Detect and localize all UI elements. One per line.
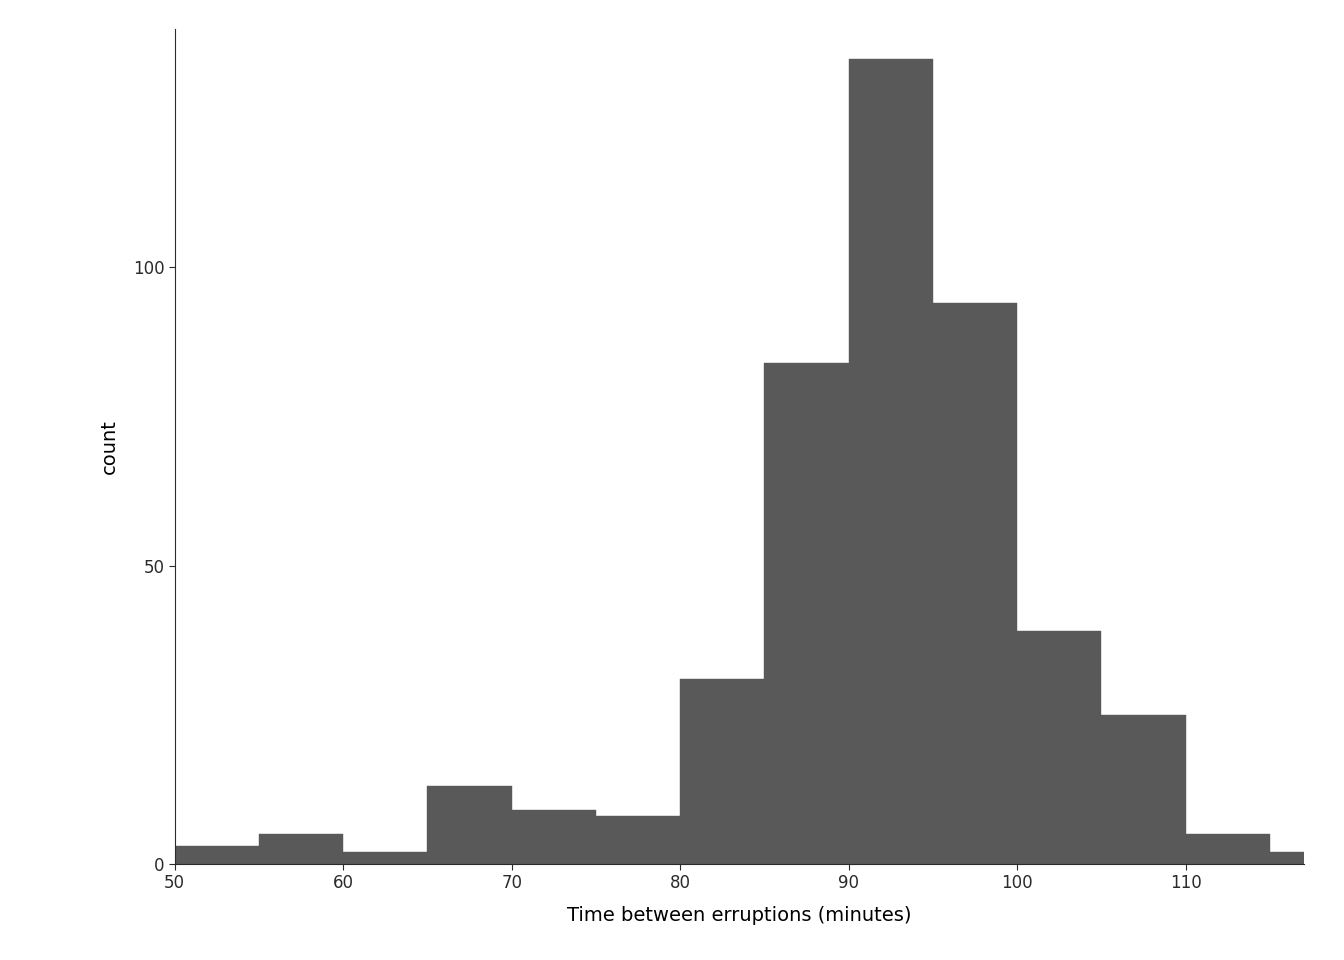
Bar — [259, 834, 343, 864]
Bar — [1270, 852, 1344, 864]
Bar — [1185, 834, 1270, 864]
Bar — [933, 303, 1017, 864]
Bar — [765, 363, 848, 864]
Bar — [175, 846, 259, 864]
Bar — [343, 852, 427, 864]
Bar — [512, 810, 595, 864]
Bar — [427, 786, 512, 864]
Y-axis label: count: count — [99, 419, 118, 474]
Bar — [680, 679, 765, 864]
Bar — [848, 59, 933, 864]
Bar — [595, 816, 680, 864]
Bar — [1017, 632, 1102, 864]
X-axis label: Time between erruptions (minutes): Time between erruptions (minutes) — [567, 906, 911, 925]
Bar — [1102, 715, 1185, 864]
